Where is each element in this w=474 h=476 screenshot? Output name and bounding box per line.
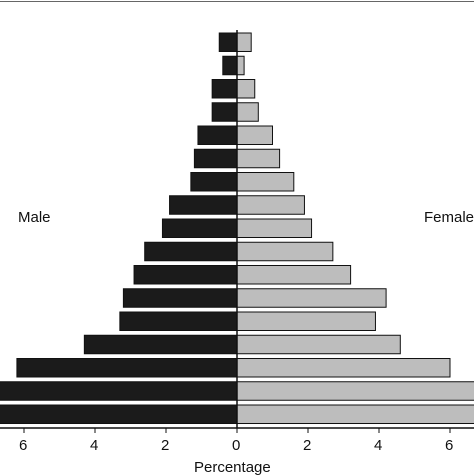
male-bar-3 [211,102,238,122]
male-bar-9 [144,241,238,262]
female-bar-15 [236,381,474,401]
x-axis-title: Percentage [194,459,271,476]
female-bar-10 [236,265,352,285]
female-bar-1 [236,55,245,76]
female-bar-0 [236,32,252,52]
male-bar-6 [190,172,238,192]
female-bar-4 [236,125,273,145]
x-tick-label-2: 2 [161,437,170,454]
male-bar-13 [83,334,238,355]
male-bar-7 [169,195,238,215]
female-bar-12 [236,311,376,331]
male-bar-8 [161,218,238,238]
male-bar-11 [122,288,238,308]
male-bar-0 [218,32,238,52]
male-bar-2 [211,79,238,99]
male-bar-15 [0,381,238,401]
male-series-label: Male [18,209,51,226]
female-bar-16 [236,404,474,424]
male-bar-12 [119,311,238,331]
x-tick-label-4: 2 [303,437,312,454]
x-tick-label-0: 6 [19,437,28,454]
female-bar-7 [236,195,305,215]
female-bar-5 [236,148,281,169]
female-bar-3 [236,102,259,122]
female-bar-13 [236,334,401,355]
male-bar-4 [197,125,238,145]
x-tick-label-6: 6 [445,437,454,454]
male-bar-5 [193,148,238,169]
female-bar-8 [236,218,313,238]
female-bar-11 [236,288,387,308]
female-bar-2 [236,79,256,99]
male-bar-16 [0,404,238,424]
x-axis [0,1,474,433]
female-bar-6 [236,172,295,192]
female-bar-9 [236,241,334,262]
x-tick-label-3: 0 [232,437,241,454]
male-bar-10 [133,265,238,285]
male-bar-14 [16,358,238,378]
female-series-label: Female [424,209,474,226]
bars-group [0,32,474,424]
female-bar-14 [236,358,451,378]
male-bar-1 [222,55,238,76]
x-tick-label-1: 4 [90,437,99,454]
x-tick-label-5: 4 [374,437,383,454]
